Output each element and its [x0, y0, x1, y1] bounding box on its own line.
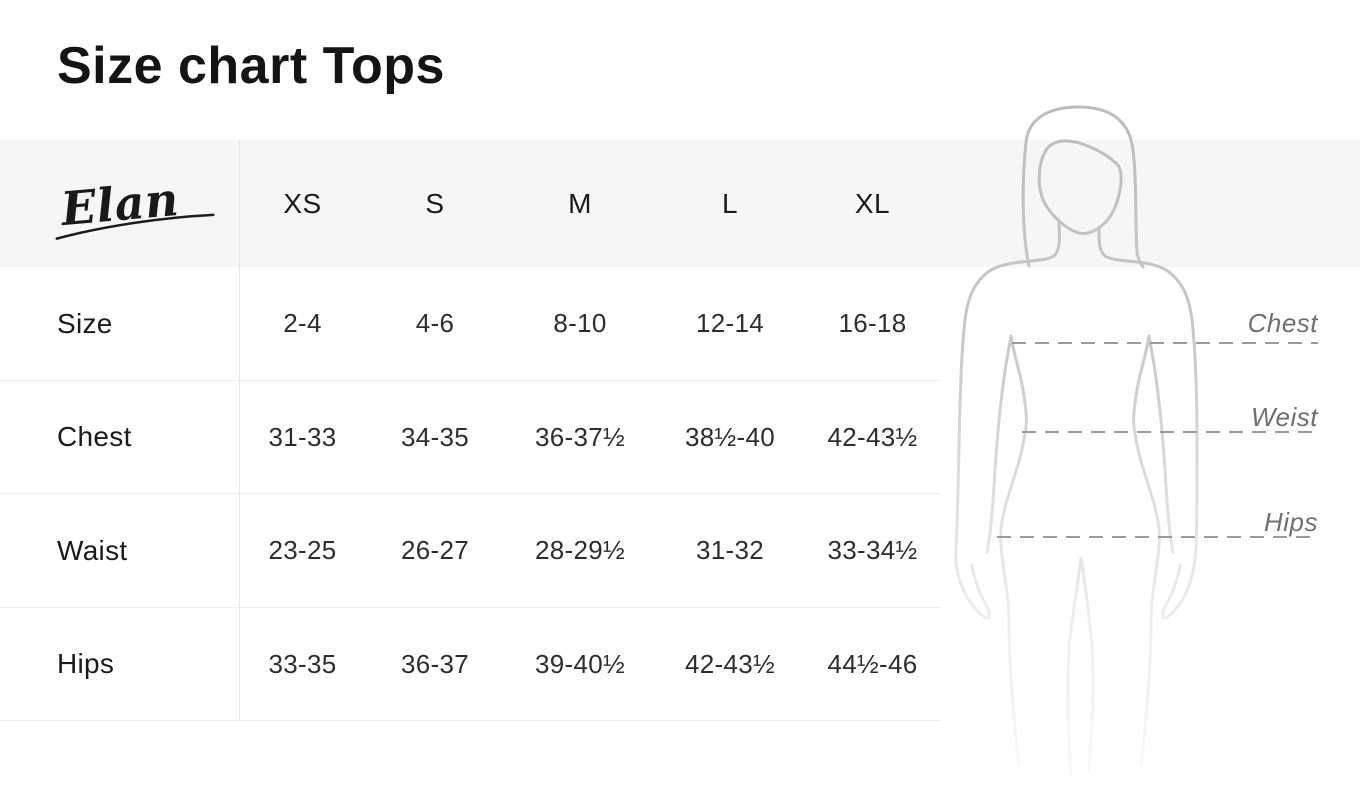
cell-hips-m: 39-40½ — [505, 607, 655, 721]
right-torso-leg-line — [1132, 334, 1161, 767]
left-inner-arm-line — [985, 335, 1013, 554]
body-figure-illustration — [954, 105, 1318, 777]
column-header-xl: XL — [854, 187, 891, 219]
cell-hips-xs: 33-35 — [240, 607, 365, 721]
cell-chest-l: 38½-40 — [655, 380, 805, 493]
cell-waist-l: 31-32 — [655, 493, 805, 607]
column-header-l: L — [721, 187, 739, 219]
row-label-hips: Hips — [0, 607, 240, 721]
brand-logo-cell: Elan — [0, 140, 240, 267]
cell-waist-xs: 23-25 — [240, 493, 365, 607]
cell-waist-s: 26-27 — [365, 493, 505, 607]
face-outline — [1037, 139, 1123, 235]
cell-size-m: 8-10 — [553, 308, 607, 338]
cell-size-xs: 2-4 — [283, 308, 322, 338]
column-header-m: M — [568, 187, 592, 219]
cell-chest-m: 36-37½ — [505, 380, 655, 493]
column-header-xs: XS — [283, 187, 322, 219]
cell-size-l: 12-14 — [696, 308, 764, 338]
inner-legs-line — [1067, 556, 1095, 774]
cell-hips-s: 36-37 — [365, 607, 505, 721]
row-label-chest: Chest — [0, 380, 240, 493]
figure-hips-label: Hips — [1263, 507, 1318, 537]
cell-waist-m: 28-29½ — [505, 493, 655, 607]
row-label-size: Size — [0, 267, 240, 380]
cell-chest-s: 34-35 — [365, 380, 505, 493]
brand-logo: Elan — [55, 171, 215, 240]
size-chart-table: Elan XS S M L XL Size 2-4 4-6 8-10 12-14… — [0, 140, 940, 721]
cell-chest-xl: 42-43½ — [805, 380, 940, 493]
left-torso-leg-line — [999, 334, 1028, 767]
figure-chest-label: Chest — [1247, 308, 1318, 338]
figure-waist-label: Weist — [1250, 402, 1318, 432]
logo-underline-stroke — [55, 213, 215, 240]
hair-outline — [1021, 105, 1145, 269]
left-inner-leg-line — [1066, 643, 1073, 777]
right-shoulder-arm-outline — [1097, 226, 1199, 620]
cell-chest-xs: 31-33 — [240, 380, 365, 493]
right-inner-arm-line — [1147, 335, 1175, 554]
cell-size-s: 4-6 — [415, 308, 455, 338]
page-title: Size chart Tops — [57, 37, 445, 95]
left-shoulder-arm-outline — [954, 222, 1061, 620]
cell-hips-xl: 44½-46 — [805, 607, 940, 721]
cell-hips-l: 42-43½ — [655, 607, 805, 721]
cell-size-xl: 16-18 — [838, 308, 907, 338]
column-header-s: S — [425, 187, 445, 219]
cell-waist-xl: 33-34½ — [805, 493, 940, 607]
row-label-waist: Waist — [0, 493, 240, 607]
